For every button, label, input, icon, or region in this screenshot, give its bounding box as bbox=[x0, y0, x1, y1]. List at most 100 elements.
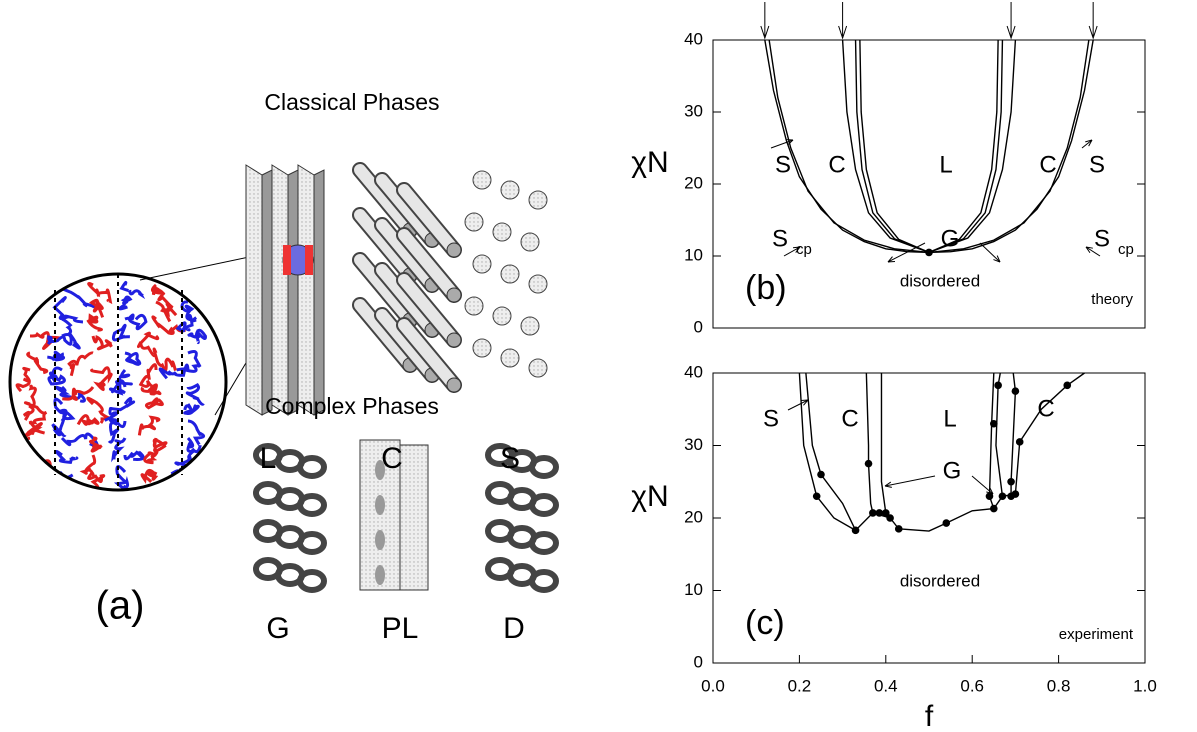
panel-label: (a) bbox=[96, 584, 145, 628]
chain bbox=[125, 353, 140, 364]
cylinder-end bbox=[447, 333, 461, 347]
data-point bbox=[817, 471, 825, 479]
x-tick-label: 0.0 bbox=[701, 676, 725, 695]
network bbox=[532, 572, 556, 590]
data-point bbox=[852, 527, 860, 535]
data-point bbox=[1063, 382, 1071, 390]
data-point bbox=[886, 514, 894, 522]
network bbox=[300, 572, 324, 590]
region-label: disordered bbox=[900, 571, 980, 590]
chain bbox=[120, 297, 130, 309]
pointer bbox=[980, 243, 1000, 262]
chain bbox=[21, 470, 35, 493]
chain bbox=[125, 452, 143, 460]
data-point bbox=[925, 249, 933, 257]
network bbox=[300, 496, 324, 514]
chain bbox=[30, 455, 62, 481]
phase-label: D bbox=[503, 612, 525, 645]
chain bbox=[69, 353, 93, 376]
region-label: S bbox=[772, 225, 788, 252]
panel-label: (c) bbox=[745, 604, 785, 642]
chain bbox=[142, 470, 156, 481]
y-axis-label: χN bbox=[631, 146, 668, 179]
x-tick-label: 1.0 bbox=[1133, 676, 1157, 695]
sphere bbox=[473, 171, 491, 189]
chain bbox=[92, 300, 103, 317]
network bbox=[532, 496, 556, 514]
sphere bbox=[501, 265, 519, 283]
phase-label: L bbox=[260, 442, 277, 475]
chain bbox=[178, 315, 192, 330]
y-tick-label: 40 bbox=[684, 362, 703, 381]
chain bbox=[55, 399, 73, 419]
region-label: G bbox=[943, 457, 962, 484]
network bbox=[300, 534, 324, 552]
phase-label: C bbox=[381, 442, 403, 475]
pointer bbox=[788, 400, 808, 410]
phase-boundary bbox=[765, 40, 1093, 252]
sphere bbox=[473, 339, 491, 357]
cylinder-end bbox=[447, 243, 461, 257]
spheres-sketch bbox=[465, 171, 547, 377]
chain bbox=[156, 302, 176, 321]
chain bbox=[113, 325, 130, 340]
note: theory bbox=[1091, 291, 1133, 308]
pointer bbox=[885, 476, 935, 486]
network bbox=[532, 534, 556, 552]
complex-title: Complex Phases bbox=[265, 393, 439, 419]
chain bbox=[125, 315, 146, 329]
data-point bbox=[999, 492, 1007, 500]
sphere bbox=[529, 191, 547, 209]
chain bbox=[19, 283, 40, 303]
data-point bbox=[876, 509, 884, 517]
phase-label: S bbox=[500, 442, 520, 475]
phase-label: PL bbox=[382, 612, 419, 645]
arrow bbox=[839, 2, 847, 38]
sphere bbox=[501, 181, 519, 199]
chain bbox=[56, 451, 76, 462]
sphere bbox=[501, 349, 519, 367]
phase-boundary bbox=[843, 40, 1016, 252]
region-label: disordered bbox=[900, 271, 980, 290]
y-tick-label: 20 bbox=[684, 507, 703, 526]
y-tick-label: 0 bbox=[694, 652, 703, 671]
region-label: C bbox=[841, 405, 858, 432]
x-tick-label: 0.4 bbox=[874, 676, 898, 695]
data-point bbox=[1007, 478, 1015, 486]
y-tick-label: 10 bbox=[684, 245, 703, 264]
chain bbox=[109, 420, 125, 443]
sphere bbox=[493, 223, 511, 241]
data-point bbox=[1012, 387, 1020, 395]
chain bbox=[188, 330, 206, 342]
region-label: C bbox=[828, 151, 845, 178]
chain bbox=[92, 368, 112, 390]
perforation bbox=[375, 530, 385, 550]
arrow bbox=[1089, 2, 1097, 38]
perforation bbox=[375, 565, 385, 585]
figure: Classical Phases Complex Phases L C S G … bbox=[0, 0, 1197, 732]
chain bbox=[88, 316, 101, 330]
data-point bbox=[865, 460, 873, 468]
phase-boundary bbox=[806, 373, 856, 530]
phase-boundary bbox=[866, 373, 872, 513]
data-point bbox=[994, 382, 1002, 390]
region-label: L bbox=[943, 405, 956, 432]
note: experiment bbox=[1059, 626, 1134, 643]
panel-label: (b) bbox=[745, 269, 787, 307]
sphere bbox=[473, 255, 491, 273]
region-label: S bbox=[775, 151, 791, 178]
chain bbox=[145, 452, 157, 462]
sphere bbox=[465, 297, 483, 315]
chain bbox=[187, 385, 203, 404]
sphere bbox=[521, 317, 539, 335]
phase-boundary bbox=[881, 373, 885, 513]
y-tick-label: 20 bbox=[684, 173, 703, 192]
region-label: S bbox=[763, 405, 779, 432]
chain bbox=[8, 302, 33, 330]
chain bbox=[141, 365, 156, 387]
data-point bbox=[942, 519, 950, 527]
region-label: G bbox=[941, 225, 960, 252]
arrow bbox=[1007, 2, 1015, 38]
data-point bbox=[869, 509, 877, 517]
chain bbox=[89, 472, 104, 497]
